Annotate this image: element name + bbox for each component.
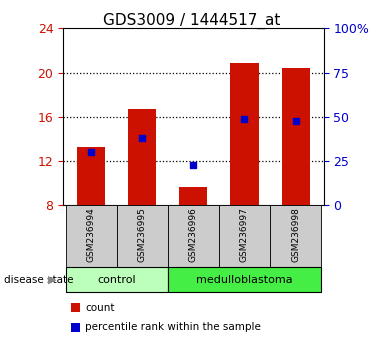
Bar: [179, 187, 208, 205]
Text: count: count: [85, 303, 115, 313]
Text: GSM236994: GSM236994: [87, 208, 96, 262]
Bar: [128, 109, 156, 205]
Text: disease state: disease state: [4, 275, 73, 285]
Bar: [66, 267, 168, 292]
Text: percentile rank within the sample: percentile rank within the sample: [85, 322, 261, 332]
Bar: [66, 205, 117, 267]
Bar: [231, 63, 259, 205]
Text: GDS3009 / 1444517_at: GDS3009 / 1444517_at: [103, 12, 280, 29]
Text: GSM236996: GSM236996: [189, 207, 198, 263]
Bar: [77, 147, 105, 205]
Text: GSM236995: GSM236995: [138, 207, 147, 263]
Text: GSM236998: GSM236998: [291, 207, 300, 263]
Bar: [168, 205, 219, 267]
Bar: [117, 205, 168, 267]
Bar: [270, 205, 321, 267]
Bar: [282, 68, 309, 205]
Text: GSM236997: GSM236997: [240, 207, 249, 263]
Text: control: control: [98, 275, 136, 285]
Bar: [219, 205, 270, 267]
Bar: [168, 267, 321, 292]
Text: ▶: ▶: [48, 275, 56, 285]
Text: medulloblastoma: medulloblastoma: [196, 275, 293, 285]
